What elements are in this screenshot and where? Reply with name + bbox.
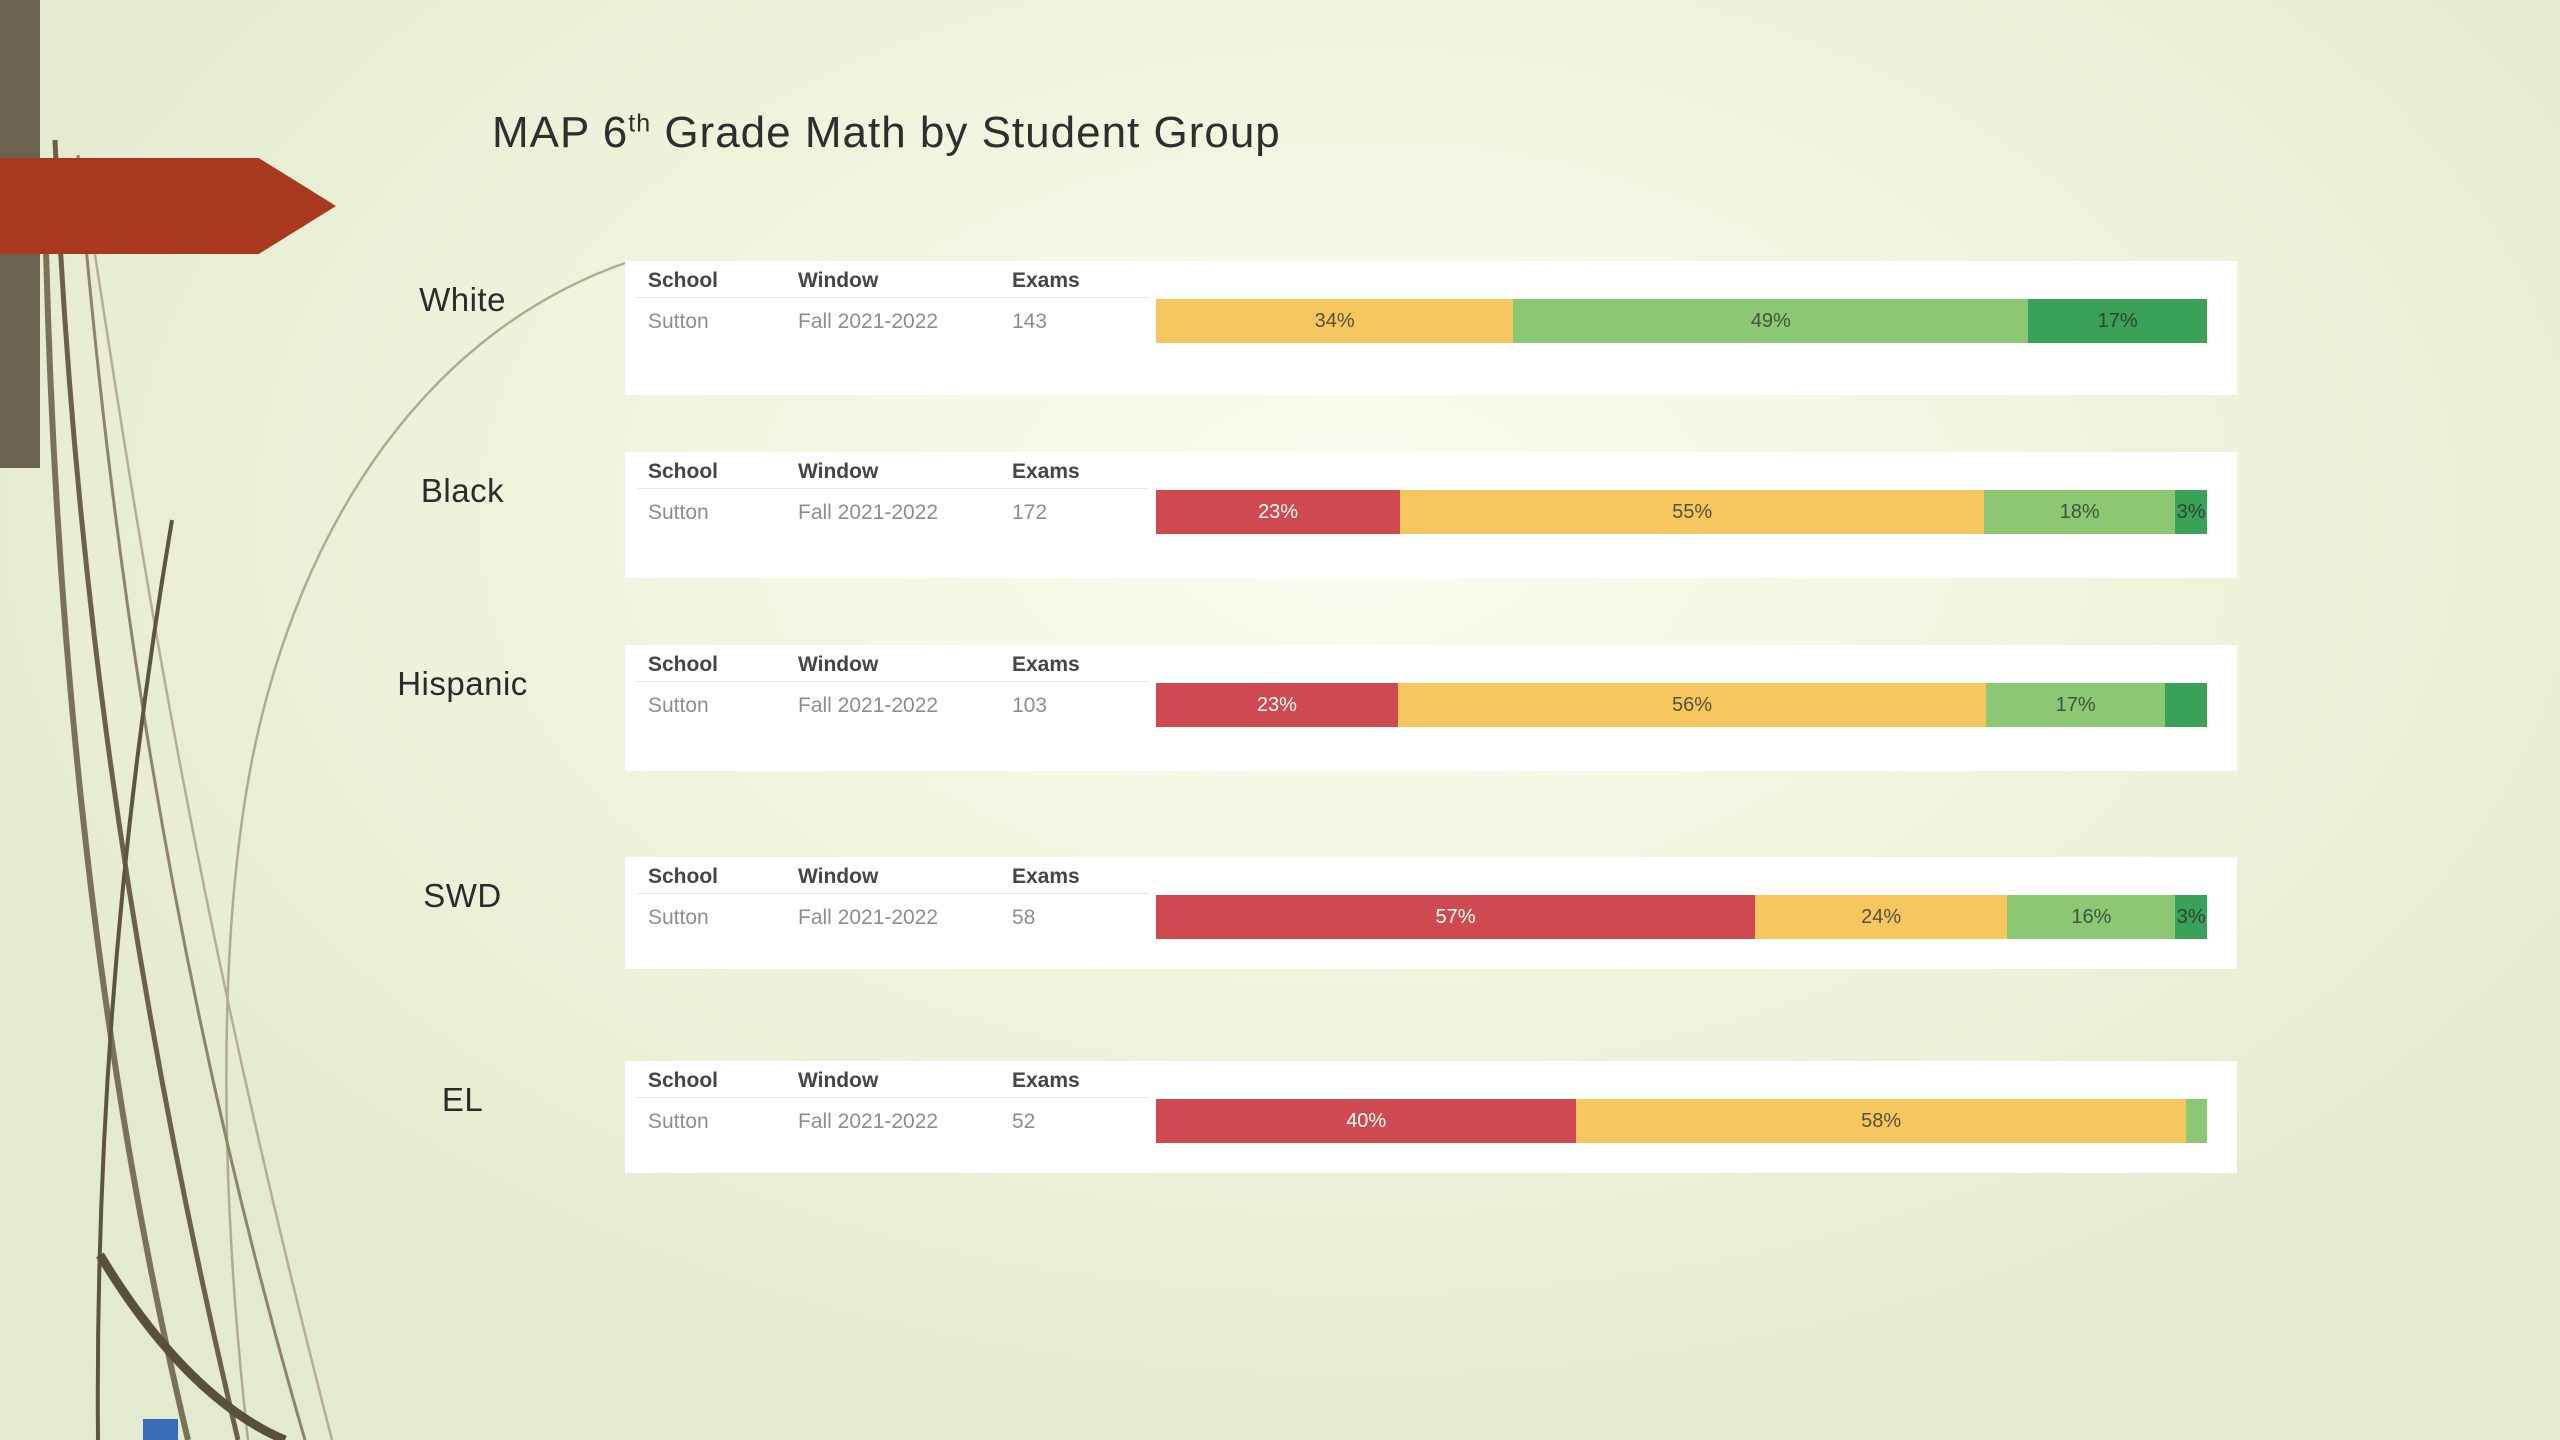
cell-exams: 58 [1012, 906, 1036, 929]
header-window: Window [798, 1069, 879, 1092]
group-label: White [419, 281, 506, 318]
group-label: SWD [423, 877, 502, 914]
bar-segment-label: 17% [2055, 693, 2096, 716]
header-school: School [648, 653, 719, 676]
bar-segment-red: 57% [1156, 895, 1756, 939]
stacked-bar: 40% 58% [1156, 1099, 2207, 1143]
header-window: Window [798, 653, 879, 676]
title-text: MAP 6 [492, 108, 629, 157]
bar-segment-label: 17% [2097, 309, 2138, 332]
cell-school: Sutton [648, 1110, 709, 1133]
cell-school: Sutton [648, 694, 709, 717]
bar-segment-label: 23% [1258, 500, 1299, 523]
group-label: EL [441, 1081, 484, 1118]
bar-segment-light_green: 18% [1984, 490, 2176, 534]
bar-segment-yellow: 55% [1400, 490, 1985, 534]
header-school: School [648, 460, 719, 483]
bar-segment-label: 3% [2176, 905, 2206, 928]
bar-segment-light_green [2185, 1099, 2207, 1143]
cell-exams: 52 [1012, 1110, 1036, 1133]
cell-exams: 143 [1012, 310, 1048, 333]
red-arrow-banner [0, 158, 336, 254]
cell-window: Fall 2021-2022 [798, 310, 939, 333]
cell-window: Fall 2021-2022 [798, 906, 939, 929]
cell-window: Fall 2021-2022 [798, 694, 939, 717]
header-window: Window [798, 269, 879, 292]
header-school: School [648, 1069, 719, 1092]
bar-segment-dark_green [2164, 683, 2208, 727]
cell-exams: 103 [1012, 694, 1048, 717]
title-text-rest: Grade Math by Student Group [651, 108, 1281, 157]
group-panel-hispanic: Hispanic School Window Exams Sutton Fall… [397, 645, 2237, 771]
group-panel-white: White School Window Exams Sutton Fall 20… [419, 261, 2237, 395]
bar-segment-yellow: 34% [1156, 299, 1514, 343]
bar-segment-label: 3% [2176, 500, 2206, 523]
bar-segment-label: 24% [1861, 905, 1902, 928]
cell-school: Sutton [648, 501, 709, 524]
stacked-bar: 34% 49% 17% [1156, 299, 2207, 343]
header-school: School [648, 269, 719, 292]
header-window: Window [798, 460, 879, 483]
header-exams: Exams [1012, 460, 1080, 483]
header-exams: Exams [1012, 653, 1080, 676]
bar-segment-red: 23% [1156, 683, 1398, 727]
group-panel-swd: SWD School Window Exams Sutton Fall 2021… [423, 857, 2237, 969]
bar-segment-red: 40% [1156, 1099, 1577, 1143]
header-divider [637, 1097, 1149, 1098]
cell-window: Fall 2021-2022 [798, 1110, 939, 1133]
bar-segment-label: 56% [1672, 693, 1713, 716]
cell-window: Fall 2021-2022 [798, 501, 939, 524]
stacked-bar: 23% 55% 18% 3% [1156, 490, 2207, 534]
header-divider [637, 488, 1149, 489]
bar-segment-light_green: 17% [1986, 683, 2165, 727]
header-exams: Exams [1012, 1069, 1080, 1092]
bar-segment-yellow: 56% [1397, 683, 1987, 727]
bar-segment-label: 55% [1672, 500, 1713, 523]
header-window: Window [798, 865, 879, 888]
bar-segment-dark_green: 3% [2175, 490, 2207, 534]
bar-segment-light_green: 49% [1513, 299, 2029, 343]
header-exams: Exams [1012, 865, 1080, 888]
stacked-bar: 57% 24% 16% 3% [1156, 895, 2207, 939]
bar-segment-label: 57% [1435, 905, 1476, 928]
bar-segment-dark_green: 17% [2028, 299, 2207, 343]
group-label: Hispanic [397, 665, 528, 702]
bar-segment-label: 40% [1346, 1109, 1387, 1132]
bar-segment-label: 23% [1256, 693, 1297, 716]
cell-school: Sutton [648, 310, 709, 333]
header-exams: Exams [1012, 269, 1080, 292]
bar-segment-dark_green: 3% [2175, 895, 2207, 939]
bar-segment-label: 16% [2071, 905, 2112, 928]
cell-exams: 172 [1012, 501, 1048, 524]
group-panel-el: EL School Window Exams Sutton Fall 2021-… [442, 1061, 2237, 1173]
bar-segment-label: 49% [1750, 309, 1791, 332]
bar-segment-label: 34% [1314, 309, 1355, 332]
group-label: Black [420, 472, 505, 509]
bar-segment-label: 18% [2059, 500, 2100, 523]
stacked-bar: 23% 56% 17% [1156, 683, 2208, 727]
bar-segment-label: 58% [1861, 1109, 1902, 1132]
header-divider [637, 297, 1149, 298]
bar-segment-yellow: 24% [1755, 895, 2008, 939]
bar-segment-light_green: 16% [2007, 895, 2176, 939]
slide-title: MAP 6th Grade Math by Student Group [492, 108, 1281, 158]
title-superscript: th [628, 109, 652, 138]
cell-school: Sutton [648, 906, 709, 929]
bar-segment-yellow: 58% [1576, 1099, 2186, 1143]
bar-segment-red: 23% [1156, 490, 1401, 534]
blue-marker [143, 1419, 178, 1440]
header-divider [637, 893, 1149, 894]
header-school: School [648, 865, 719, 888]
group-panel-black: Black School Window Exams Sutton Fall 20… [421, 452, 2237, 578]
header-divider [637, 681, 1149, 682]
